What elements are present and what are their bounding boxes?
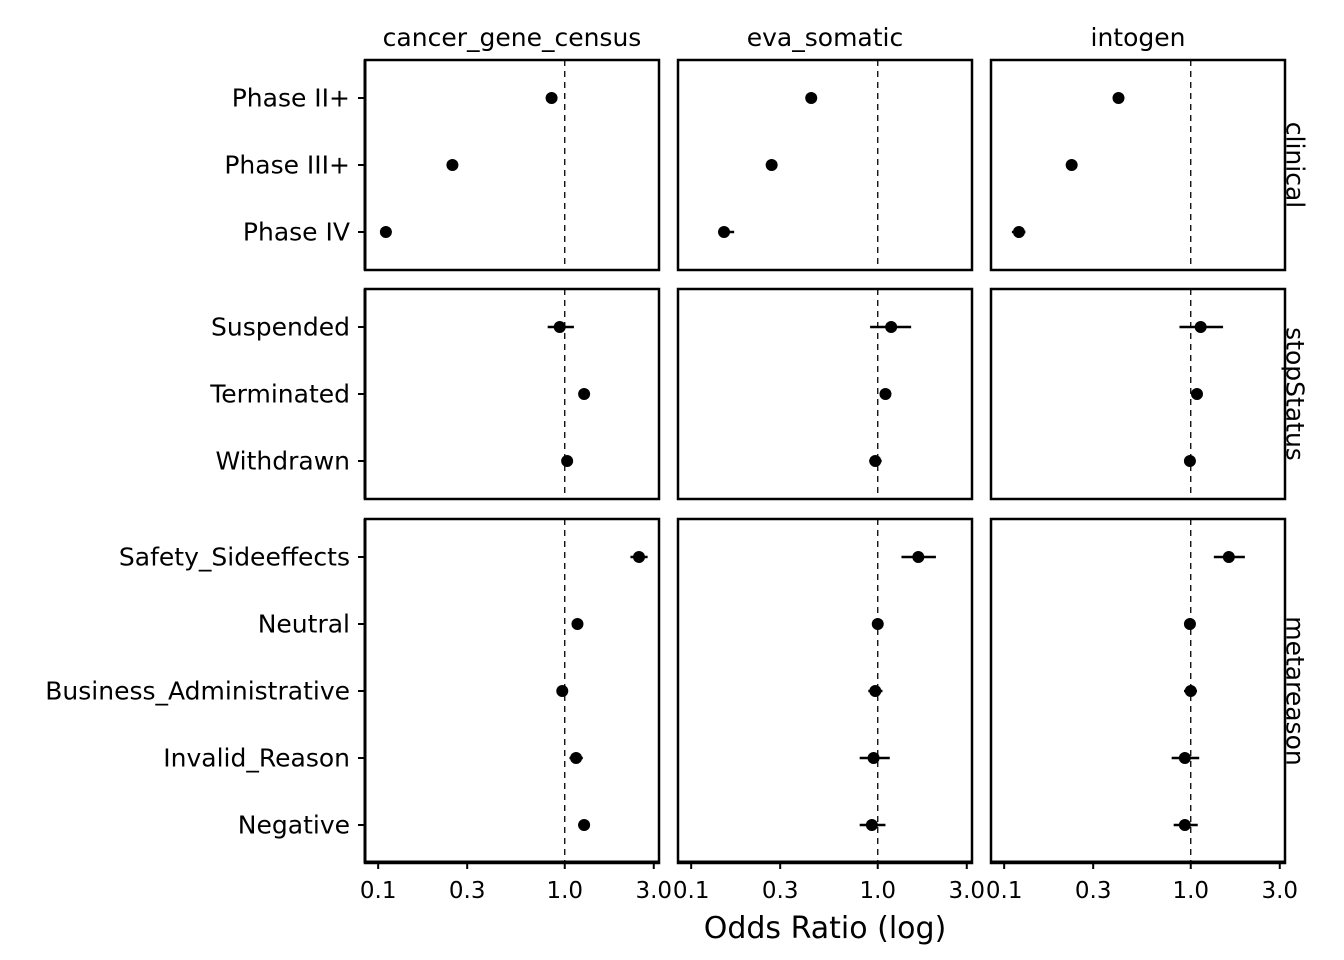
x-tick-label: 0.1 (360, 878, 397, 904)
x-tick-label: 1.0 (1172, 878, 1209, 904)
data-point (578, 388, 591, 400)
data-point (1112, 92, 1125, 104)
data-point (1222, 551, 1235, 563)
data-point (885, 321, 898, 333)
data-point (1178, 819, 1191, 831)
x-tick-label: 0.3 (762, 878, 799, 904)
panel-clinical-eva-somatic (676, 58, 974, 272)
category-label-withdrawn: Withdrawn (215, 447, 350, 476)
panel-stopstatus-eva-somatic (676, 287, 974, 501)
x-tick-label: 0.3 (449, 878, 486, 904)
category-label-neutral: Neutral (258, 610, 350, 639)
data-point (865, 819, 878, 831)
x-tick-label: 3.0 (948, 878, 985, 904)
category-label-terminated: Terminated (209, 380, 350, 409)
data-point (871, 618, 884, 630)
category-label-safety-sideeffects: Safety_Sideeffects (119, 543, 350, 572)
data-point (1183, 455, 1196, 467)
data-point (869, 455, 882, 467)
panel-stopstatus-cancer-gene-census (363, 287, 661, 501)
panel-metareason-cancer-gene-census (363, 517, 661, 865)
data-point (765, 159, 778, 171)
data-point (379, 226, 392, 238)
category-label-phase-iii: Phase III+ (224, 151, 350, 180)
data-point (1178, 752, 1191, 764)
x-tick-label: 0.1 (673, 878, 710, 904)
data-point (1065, 159, 1078, 171)
data-point (632, 551, 645, 563)
category-label-invalid-reason: Invalid_Reason (163, 744, 350, 773)
data-point (570, 752, 583, 764)
category-label-suspended: Suspended (211, 313, 350, 342)
x-tick-label: 0.1 (986, 878, 1023, 904)
data-point (1190, 388, 1203, 400)
data-point (561, 455, 574, 467)
panel-metareason-eva-somatic (676, 517, 974, 865)
data-point (867, 752, 880, 764)
data-point (1194, 321, 1207, 333)
data-point (805, 92, 818, 104)
panel-clinical-cancer-gene-census (363, 58, 661, 272)
panel-clinical-intogen (989, 58, 1287, 272)
x-tick-label: 1.0 (859, 878, 896, 904)
data-point (718, 226, 731, 238)
category-label-business-administrative: Business_Administrative (45, 677, 350, 706)
data-point (553, 321, 566, 333)
data-point (879, 388, 892, 400)
category-label-phase-ii: Phase II+ (232, 84, 350, 113)
data-point (1183, 618, 1196, 630)
facet-title-intogen: intogen (1091, 23, 1186, 52)
category-label-phase-iv: Phase IV (243, 218, 350, 247)
x-tick-label: 1.0 (546, 878, 583, 904)
data-point (571, 618, 584, 630)
data-point (556, 685, 569, 697)
data-point (869, 685, 882, 697)
data-point (1184, 685, 1197, 697)
x-tick-label: 0.3 (1075, 878, 1112, 904)
x-axis-title: Odds Ratio (log) (704, 911, 947, 946)
data-point (446, 159, 459, 171)
data-point (1012, 226, 1025, 238)
data-point (545, 92, 558, 104)
panel-stopstatus-intogen (989, 287, 1287, 501)
data-point (912, 551, 925, 563)
x-tick-label: 3.0 (635, 878, 672, 904)
facet-title-cancer-gene-census: cancer_gene_census (383, 23, 642, 52)
category-label-negative: Negative (238, 811, 350, 840)
data-point (578, 819, 591, 831)
x-tick-label: 3.0 (1261, 878, 1298, 904)
facet-title-eva-somatic: eva_somatic (747, 23, 903, 52)
panel-metareason-intogen (989, 517, 1287, 865)
